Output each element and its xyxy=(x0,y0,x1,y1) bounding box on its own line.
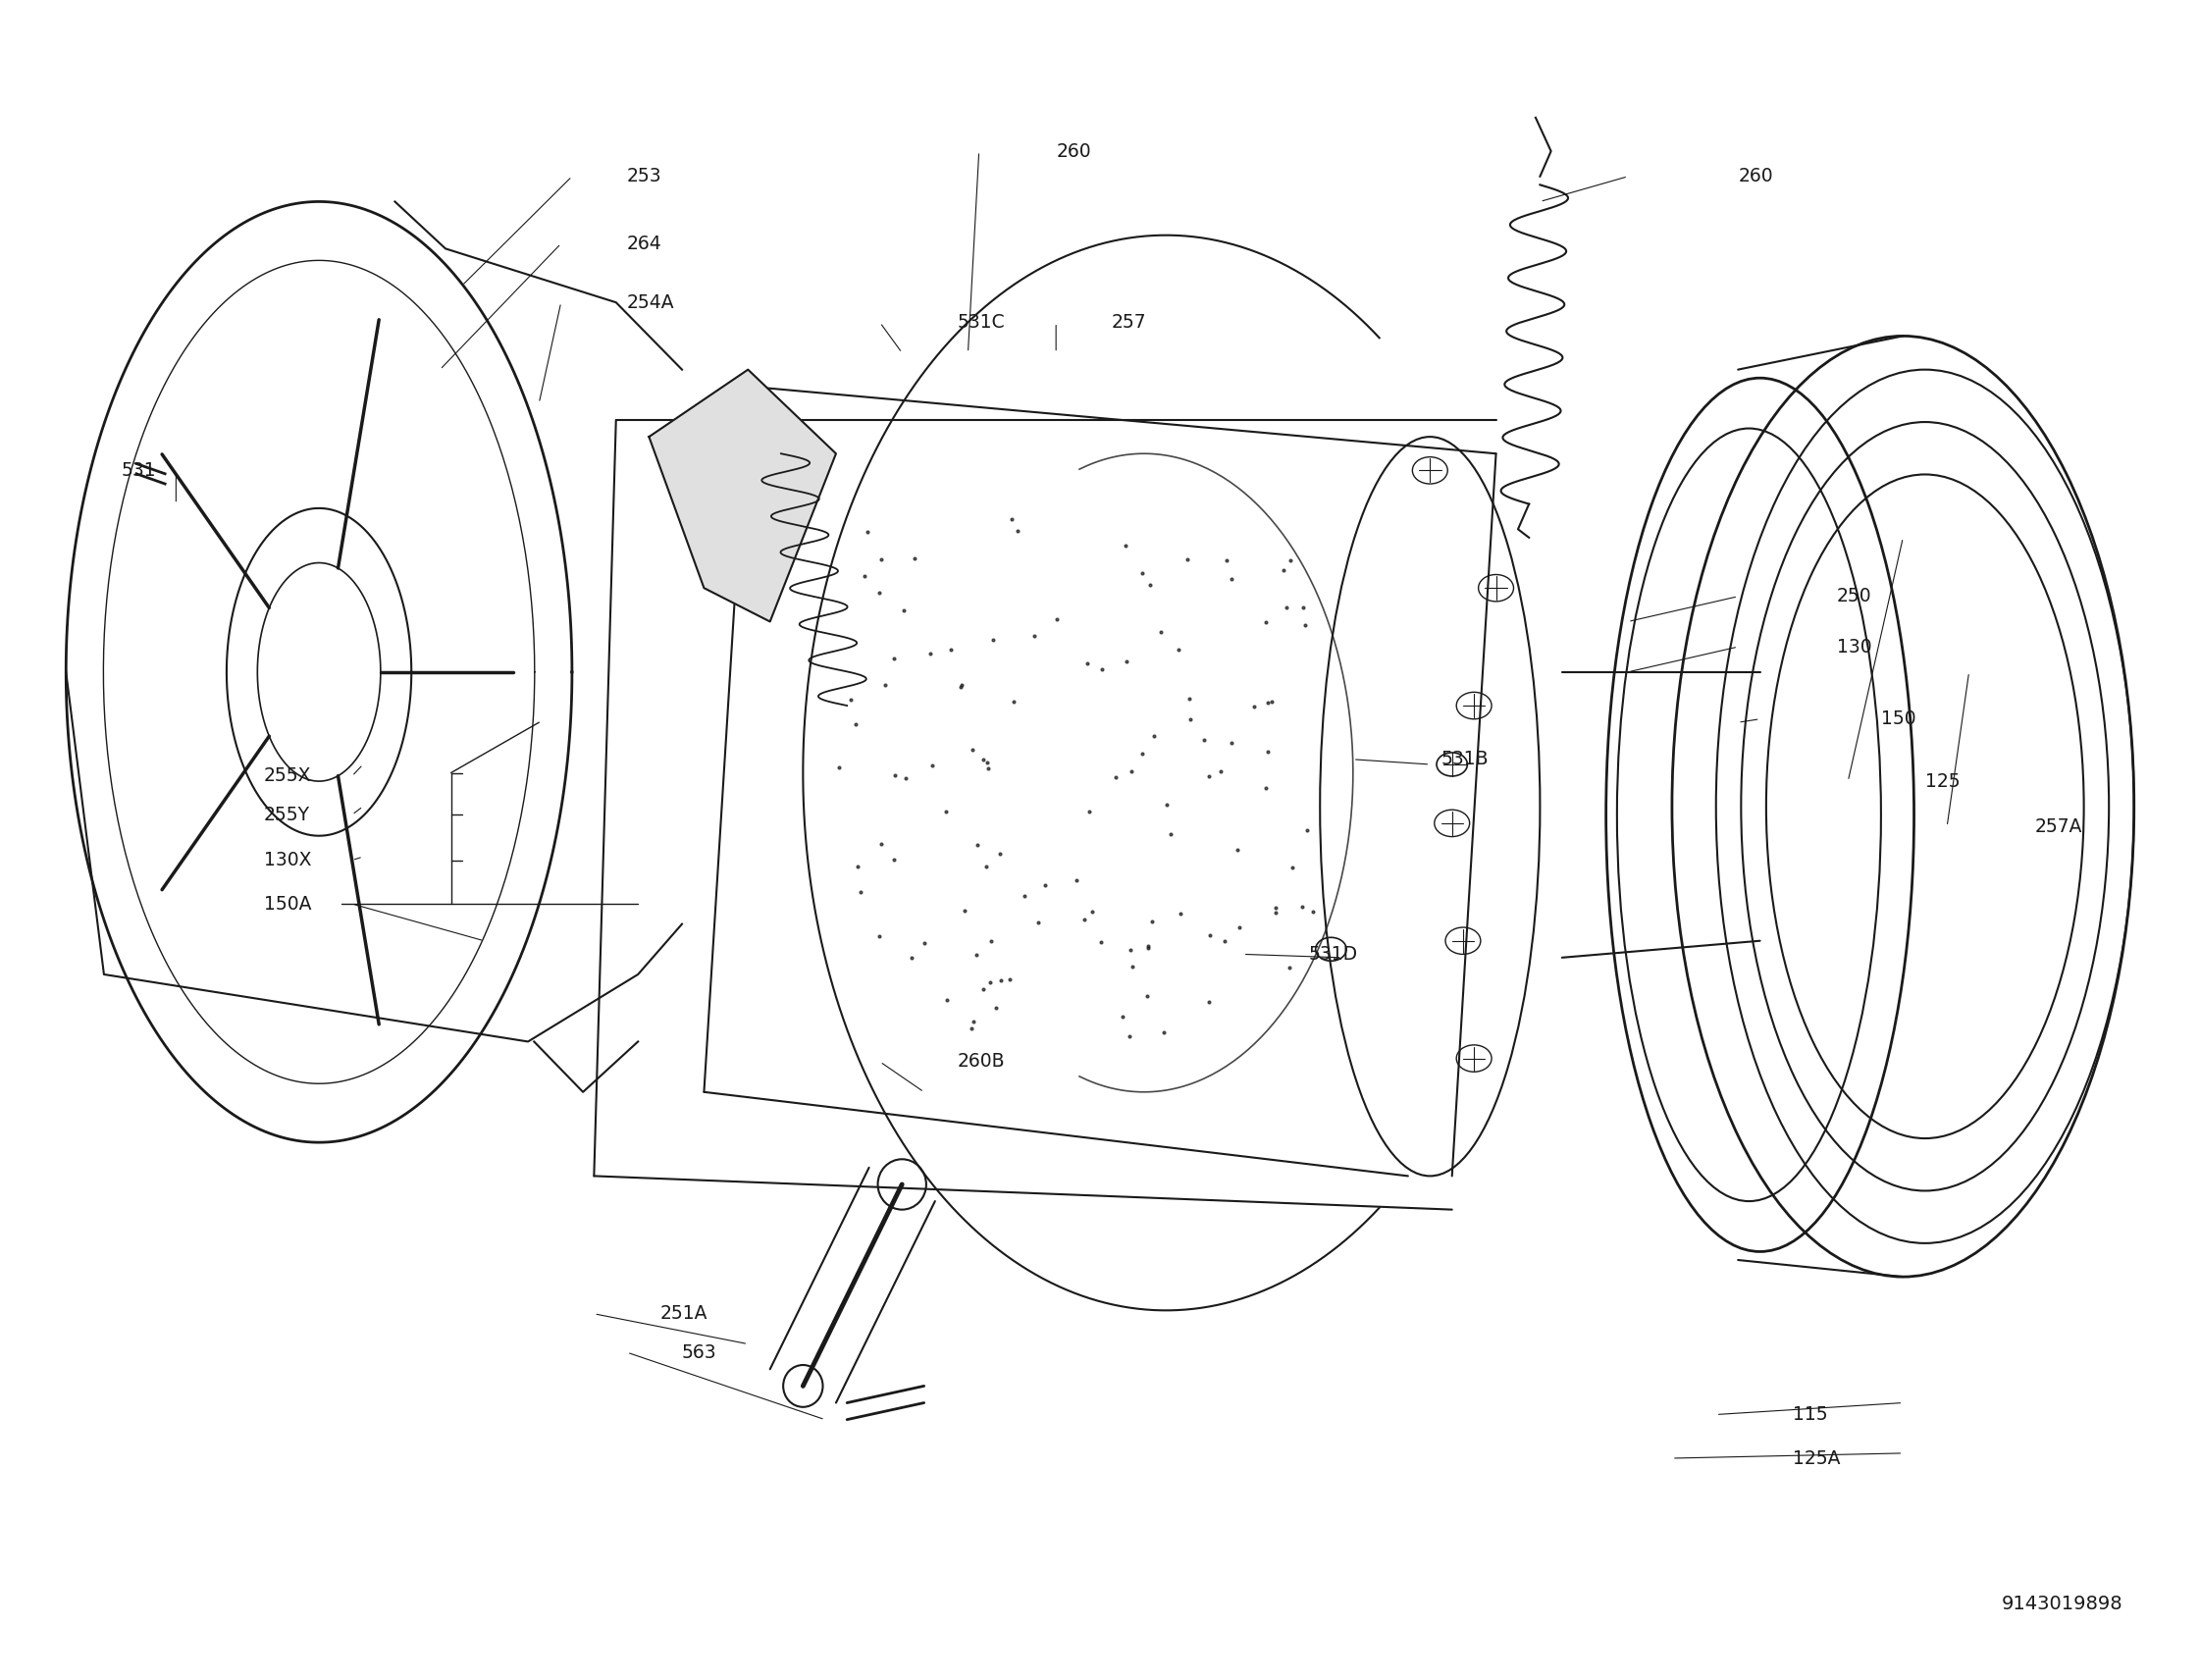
Text: 531: 531 xyxy=(121,460,156,480)
Text: 130X: 130X xyxy=(264,850,312,870)
Text: 264: 264 xyxy=(627,234,662,254)
Text: 255X: 255X xyxy=(264,766,312,786)
Text: 260: 260 xyxy=(1056,141,1091,161)
Text: 255Y: 255Y xyxy=(264,805,310,825)
Polygon shape xyxy=(649,370,836,622)
Text: 531B: 531B xyxy=(1441,749,1489,769)
Text: 257: 257 xyxy=(1111,312,1146,333)
Text: 260B: 260B xyxy=(957,1052,1005,1072)
Text: 125A: 125A xyxy=(1793,1448,1841,1468)
Text: 150: 150 xyxy=(1881,709,1916,729)
Text: 531C: 531C xyxy=(957,312,1005,333)
Text: 9143019898: 9143019898 xyxy=(2002,1594,2123,1613)
Text: 130: 130 xyxy=(1837,637,1872,657)
Text: 563: 563 xyxy=(682,1342,717,1362)
Text: 125: 125 xyxy=(1925,771,1960,791)
Text: 531D: 531D xyxy=(1309,944,1357,964)
Text: 251A: 251A xyxy=(660,1304,708,1324)
Text: 257A: 257A xyxy=(2035,816,2083,837)
Text: 253: 253 xyxy=(627,166,662,186)
Text: 260: 260 xyxy=(1738,166,1773,186)
Text: 254A: 254A xyxy=(627,292,675,312)
Text: 115: 115 xyxy=(1793,1404,1828,1425)
Text: 150A: 150A xyxy=(264,894,312,914)
Text: 250: 250 xyxy=(1837,586,1872,606)
